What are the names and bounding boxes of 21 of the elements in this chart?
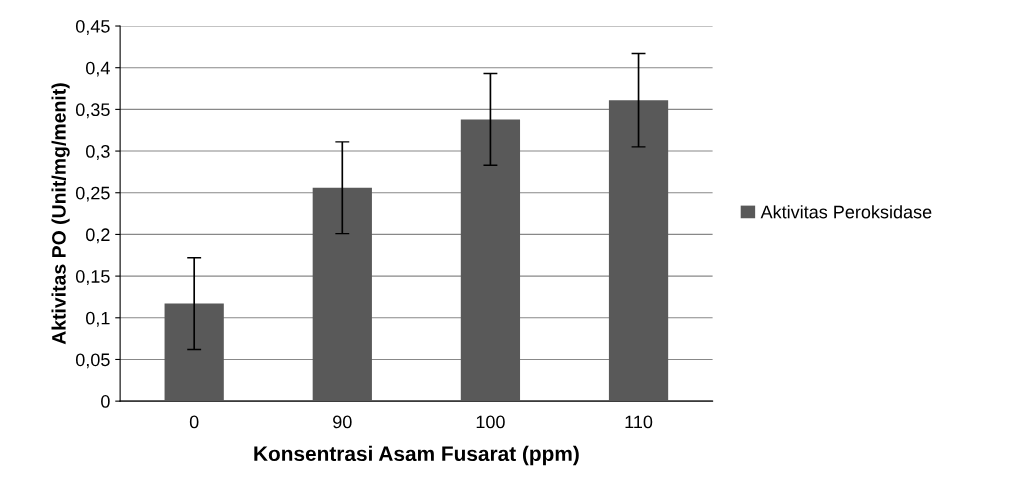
bar: [608, 100, 669, 402]
bar: [312, 187, 372, 402]
y-tick-label: 0,25: [75, 186, 110, 202]
y-tick-label: 0: [101, 395, 110, 408]
x-tick-label: 100: [476, 415, 505, 429]
y-tick-label: 0,15: [75, 270, 110, 285]
y-axis-title: Aktivitas PO (Unit/mg/menit): [51, 83, 70, 345]
y-tick-label: 0,4: [86, 61, 110, 77]
x-tick-label: 90: [333, 415, 352, 429]
y-tick-label: 0,35: [75, 103, 110, 119]
bar: [460, 119, 521, 402]
x-tick-label: 0: [189, 415, 199, 429]
y-tick-label: 0,05: [75, 353, 110, 369]
x-tick-label: 110: [625, 415, 653, 429]
x-axis-title: Konsentrasi Asam Fusarat (ppm): [254, 445, 579, 466]
legend-label: Aktivitas Peroksidase: [760, 205, 932, 219]
y-tick-label: 0,45: [75, 19, 110, 35]
y-tick-label: 0,3: [86, 145, 110, 160]
y-tick-label: 0,2: [86, 228, 110, 244]
y-tick-label: 0,1: [86, 311, 110, 327]
bar: [164, 303, 224, 402]
